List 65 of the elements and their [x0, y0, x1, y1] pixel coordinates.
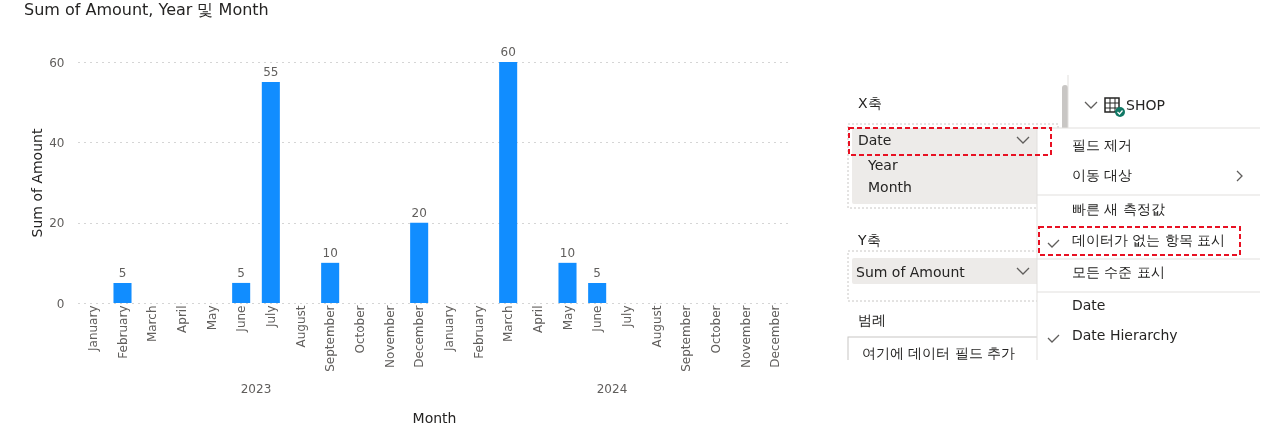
- data-label: 55: [263, 65, 279, 80]
- text: 2023: [240, 382, 272, 396]
- text: Year: [868, 157, 898, 173]
- text: SHOP: [1126, 97, 1165, 113]
- x-tick-label: March: [501, 305, 516, 343]
- text: Month: [868, 179, 912, 195]
- x-tick-label: March: [145, 305, 160, 343]
- bar: [232, 282, 251, 303]
- x-tick-label: July: [263, 305, 278, 329]
- text: 여기에 데이터 필드 추가: [862, 345, 1016, 362]
- x-tick-label: November: [382, 305, 397, 368]
- x-tick-label: April: [174, 305, 189, 333]
- x-tick-label: May: [560, 305, 575, 331]
- data-label: 10: [559, 245, 576, 260]
- data-label: 5: [593, 265, 601, 280]
- x-tick-label: September: [323, 305, 338, 372]
- x-tick-label: June: [234, 305, 249, 333]
- text: 2024: [596, 382, 628, 396]
- x-tick-label: December: [768, 305, 783, 368]
- x-tick-label: August: [649, 305, 664, 348]
- bar: [261, 82, 280, 303]
- data-label: 60: [500, 45, 516, 59]
- text: Sum of Amount: [856, 264, 965, 280]
- text: Y축: [858, 232, 881, 250]
- x-tick-label: January: [441, 305, 456, 352]
- bar: [410, 222, 429, 303]
- x-tick-label: August: [293, 305, 308, 348]
- data-label: 5: [118, 265, 127, 280]
- text: 범례: [858, 312, 886, 330]
- x-tick-label: June: [590, 305, 605, 333]
- y-tick-label: 60: [49, 55, 65, 70]
- text: X축: [858, 95, 882, 113]
- x-tick-label: February: [471, 305, 486, 359]
- y-tick-label: 0: [56, 296, 65, 311]
- y-tick-label: 40: [49, 135, 65, 150]
- x-tick-label: November: [738, 305, 753, 368]
- text: Date: [1072, 297, 1106, 313]
- data-label: 5: [237, 265, 245, 280]
- x-tick-label: December: [412, 305, 427, 368]
- text: Date Hierarchy: [1072, 327, 1178, 343]
- text: Date: [858, 132, 892, 148]
- x-tick-label: July: [619, 305, 634, 329]
- x-tick-label: January: [85, 305, 100, 352]
- x-tick-label: February: [115, 305, 130, 359]
- bar: [113, 282, 132, 303]
- text: 이동 대상: [1072, 167, 1133, 185]
- data-label: 10: [322, 245, 338, 260]
- data-label: 20: [411, 205, 427, 220]
- text: 모든 수준 표시: [1072, 264, 1165, 282]
- bar: [499, 62, 518, 303]
- x-tick-label: April: [530, 305, 545, 333]
- y-tick-label: 20: [49, 216, 65, 231]
- chart-title: Sum of Amount, Year 및 Month: [24, 0, 269, 19]
- bar: [588, 282, 607, 303]
- x-tick-label: October: [708, 305, 723, 354]
- text: 데이터가 없는 항목 표시: [1072, 232, 1226, 250]
- x-tick-label: October: [352, 305, 367, 354]
- x-tick-label: September: [679, 305, 694, 372]
- bar: [558, 262, 577, 303]
- text: 빠른 새 측정값: [1072, 201, 1165, 219]
- x-tick-label: May: [204, 305, 219, 331]
- text: 필드 제거: [1072, 137, 1133, 155]
- y-axis-title: Sum of Amount: [29, 128, 46, 238]
- x-axis-title: Month: [412, 409, 457, 426]
- bar: [321, 262, 340, 303]
